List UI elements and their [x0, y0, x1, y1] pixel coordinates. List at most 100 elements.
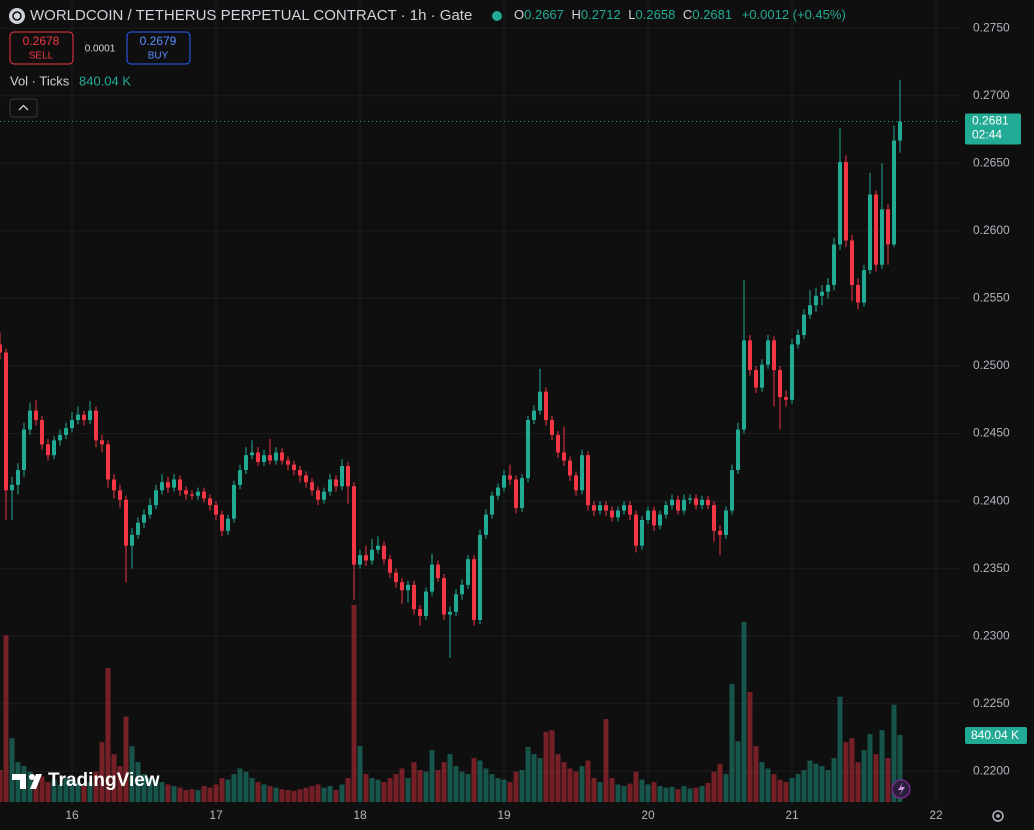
candle-body: [670, 499, 674, 506]
candle-body: [778, 370, 782, 398]
candle-body: [640, 520, 644, 546]
sell-button[interactable]: [9, 31, 74, 65]
ohlc-value: 0.2658: [636, 7, 676, 22]
volume-bar: [741, 621, 747, 802]
volume-bar: [255, 782, 261, 802]
candle-body: [178, 479, 182, 491]
ohlc-letter: L: [628, 7, 635, 22]
volume-bar: [393, 774, 399, 802]
candle-body: [802, 314, 806, 335]
last-price-badge: [965, 113, 1021, 145]
candle-body: [358, 555, 362, 565]
ohlc-letter: H: [572, 7, 581, 22]
volume-bar: [783, 782, 789, 802]
candle-body: [652, 510, 656, 526]
y-tick-label: 0.2600: [973, 223, 1010, 237]
candle-body: [700, 499, 704, 506]
volume-bar: [501, 779, 507, 802]
volume-bar: [807, 760, 813, 802]
candle-body: [502, 475, 506, 488]
volume-bar: [147, 778, 153, 802]
volume-bar: [765, 768, 771, 802]
volume-bar: [723, 774, 729, 802]
volume-bar: [615, 784, 621, 802]
candle-body: [16, 470, 20, 485]
candle-body: [364, 555, 368, 561]
candle-body: [346, 465, 350, 487]
settings-icon[interactable]: [992, 810, 1004, 822]
volume-bar: [333, 790, 339, 802]
volume-bar: [471, 758, 477, 802]
candle-body: [124, 499, 128, 546]
candle-body: [46, 444, 50, 456]
candle-body: [826, 284, 830, 292]
candle-body: [514, 479, 518, 508]
candle-body: [280, 452, 284, 461]
logo-text: TradingView: [48, 770, 160, 791]
candle-layer: [0, 79, 902, 658]
volume-bar: [531, 754, 537, 802]
volume-value: 840.04 K: [79, 73, 131, 88]
candle-body: [142, 514, 146, 523]
candle-body: [94, 410, 98, 441]
volume-bar: [165, 784, 171, 802]
candle-body: [28, 410, 32, 430]
collapse-icon: [18, 104, 29, 111]
ohlc-letter: C: [683, 7, 692, 22]
y-tick-label: 0.2200: [973, 763, 1010, 777]
collapse-button[interactable]: [9, 98, 38, 118]
volume-bar: [579, 766, 585, 802]
volume-bar: [123, 716, 129, 802]
volume-bar: [345, 778, 351, 802]
volume-bar: [525, 746, 531, 802]
candle-body: [190, 494, 194, 496]
y-tick-label: 0.2500: [973, 358, 1010, 372]
candle-body: [850, 240, 854, 285]
volume-bar: [549, 730, 555, 802]
candle-body: [718, 530, 722, 535]
volume-bar: [477, 760, 483, 802]
candle-body: [52, 440, 56, 456]
y-tick-label: 0.2650: [973, 156, 1010, 170]
candle-body: [400, 582, 404, 591]
volume-bar: [243, 771, 249, 802]
volume-bar: [441, 762, 447, 802]
volume-bar: [57, 784, 63, 802]
candle-body: [526, 420, 530, 479]
candle-body: [784, 397, 788, 400]
ohlc-value: 0.2681: [692, 7, 732, 22]
volume-bar: [33, 778, 39, 802]
volume-bar: [831, 758, 837, 802]
volume-badge-label: 840.04 K: [971, 728, 1019, 742]
volume-bar: [9, 738, 15, 802]
volume-bar: [261, 784, 267, 802]
candle-body: [238, 470, 242, 485]
candle-body: [436, 564, 440, 579]
volume-bar: [861, 750, 867, 802]
candle-body: [814, 295, 818, 306]
candle-body: [790, 344, 794, 400]
candle-body: [490, 495, 494, 515]
volume-bar: [327, 786, 333, 802]
volume-bar: [801, 770, 807, 802]
volume-bar: [837, 696, 843, 802]
candle-body: [220, 514, 224, 531]
volume-bar: [693, 787, 699, 802]
volume-bar: [711, 771, 717, 802]
last-price-label: 0.2681: [972, 114, 1009, 128]
volume-bar: [213, 784, 219, 802]
candle-body: [466, 559, 470, 585]
candle-body: [64, 428, 68, 435]
volume-bar: [717, 763, 723, 802]
candle-body: [376, 545, 380, 550]
volume-bar: [867, 734, 873, 802]
volume-bar: [183, 790, 189, 802]
candle-body: [616, 510, 620, 518]
y-tick-label: 0.2450: [973, 426, 1010, 440]
candle-body: [460, 584, 464, 595]
buy-button[interactable]: [126, 31, 191, 65]
volume-bar: [93, 771, 99, 802]
candle-body: [766, 340, 770, 365]
chart-title[interactable]: WORLDCOIN / TETHERUS PERPETUAL CONTRACT …: [30, 7, 472, 24]
candle-body: [268, 455, 272, 461]
